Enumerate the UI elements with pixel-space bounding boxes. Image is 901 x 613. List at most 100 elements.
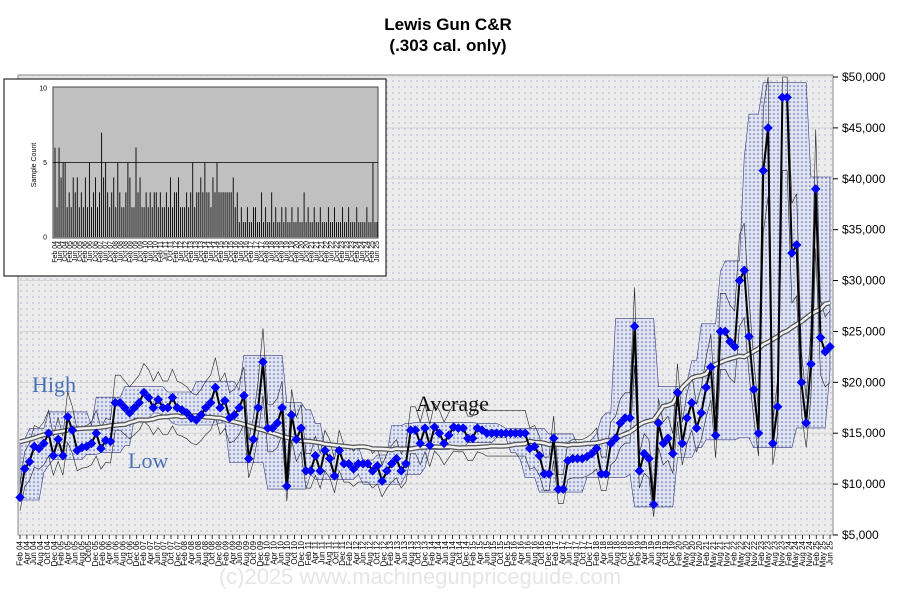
inset-x-tick-label: Jun 21 <box>314 241 321 262</box>
inset-x-tick-label: Oct 09 <box>138 241 145 262</box>
data-point <box>53 434 63 445</box>
x-tick-label: Jun 14 <box>441 540 450 565</box>
data-point <box>591 443 602 454</box>
annotation-average: Average <box>416 391 489 416</box>
x-tick-label: Oct 09 <box>249 540 258 564</box>
inset-x-tick-label: Jun 08 <box>117 241 124 262</box>
y-tick-label: $50,000 <box>842 70 886 84</box>
data-point <box>753 428 764 439</box>
data-point <box>625 413 635 423</box>
data-point <box>91 428 102 439</box>
inset-x-tick-label: Feb 09 <box>127 241 134 263</box>
x-tick-label: Aug 08 <box>201 540 210 566</box>
data-point <box>205 397 216 408</box>
inset-y-label: Sample Count <box>31 143 38 187</box>
y-tick-label: $45,000 <box>842 121 886 135</box>
data-point <box>806 359 816 369</box>
x-tick-label: Aug 22 <box>743 540 752 566</box>
inset-x-tick-label: Oct 05 <box>77 241 84 262</box>
data-point <box>520 428 530 439</box>
x-tick-label: Aug 21 <box>716 540 725 566</box>
x-tick-label: Apr 13 <box>393 540 402 564</box>
x-tick-label: Oct 17 <box>578 540 587 564</box>
data-point <box>348 463 359 474</box>
average-trend-line <box>19 300 831 453</box>
data-point <box>629 321 640 332</box>
data-point <box>167 392 178 403</box>
inset-x-tick-label: Feb 22 <box>324 241 331 263</box>
data-point <box>410 425 421 436</box>
inset-x-tick-label: Oct 13 <box>198 241 205 262</box>
x-tick-label: Oct 10 <box>290 540 299 564</box>
inset-x-tick-label: Jun 16 <box>238 241 245 262</box>
data-point <box>791 240 802 250</box>
x-tick-label: May 23 <box>764 540 773 567</box>
annotation-low: Low <box>128 448 168 473</box>
inset-x-tick-label: Oct 14 <box>213 241 220 262</box>
data-point <box>734 275 745 286</box>
inset-y-tick-label: 5 <box>43 160 47 167</box>
data-point <box>277 402 287 413</box>
data-point <box>86 438 97 449</box>
data-point <box>443 430 454 441</box>
inset-x-tick-label: Feb 24 <box>354 241 361 263</box>
x-tick-label: Nov 23 <box>777 540 786 566</box>
x-tick-label: Dec 05 <box>91 540 100 566</box>
annotation-high: High <box>32 372 76 397</box>
inset-x-tick-label: Feb 05 <box>67 241 74 263</box>
x-tick-label: Apr 14 <box>434 540 443 564</box>
inset-x-tick-label: Feb 04 <box>52 241 59 263</box>
data-point <box>467 433 478 444</box>
x-tick-label: Jun 08 <box>194 540 203 565</box>
inset-x-tick-label: Feb 20 <box>294 241 301 263</box>
inset-x-tick-label: Jun 12 <box>178 241 185 262</box>
x-tick-label: Jun 12 <box>359 540 368 565</box>
data-point <box>758 165 769 176</box>
data-point <box>253 402 264 413</box>
x-tick-label: Apr 09 <box>228 540 237 564</box>
x-tick-label: Oct 14 <box>455 540 464 564</box>
data-point <box>220 395 230 406</box>
x-tick-label: Jun 16 <box>523 540 532 565</box>
x-tick-label: Oct 18 <box>620 540 629 564</box>
data-point <box>720 326 731 337</box>
data-point <box>181 408 192 418</box>
data-point <box>429 422 440 432</box>
data-point <box>362 458 373 469</box>
x-tick-label: Aug 10 <box>283 540 292 566</box>
data-point <box>548 433 559 444</box>
x-tick-label: Nov 20 <box>695 540 704 566</box>
inset-x-tick-label: Feb 23 <box>339 241 346 263</box>
x-tick-label: Jun 05 <box>70 540 79 565</box>
data-point <box>19 463 30 474</box>
x-tick-label: Apr 07 <box>146 540 155 564</box>
inset-x-tick-label: Oct 07 <box>107 241 114 262</box>
data-point <box>801 418 812 428</box>
data-point <box>682 413 692 423</box>
x-tick-label: Apr 04 <box>22 540 31 564</box>
inset-x-tick-label: Feb 07 <box>97 241 104 263</box>
inset-x-tick-label: Oct 17 <box>258 241 265 262</box>
data-point <box>420 423 430 433</box>
data-point <box>534 450 545 461</box>
x-tick-label: Dec 13 <box>421 540 430 566</box>
data-point <box>229 410 240 420</box>
data-point <box>143 392 154 403</box>
y-tick-label: $10,000 <box>842 477 886 491</box>
inset-x-tick-label: Feb 16 <box>233 241 240 263</box>
data-point <box>686 397 697 408</box>
data-point <box>119 402 130 413</box>
data-point <box>677 438 688 449</box>
inset-x-tick-label: Oct 16 <box>243 241 250 262</box>
x-tick-label: Oct 11 <box>331 540 340 564</box>
inset-x-tick-label: Jun 22 <box>329 241 336 262</box>
data-point <box>796 377 807 388</box>
x-tick-label: Jun 06 <box>112 540 121 565</box>
x-tick-label: Feb 07 <box>139 540 148 565</box>
data-point <box>320 445 330 456</box>
data-point <box>382 466 392 476</box>
x-tick-label: Apr 19 <box>640 540 649 564</box>
inset-x-tick-label: Oct 08 <box>122 241 129 262</box>
x-tick-label: Oct 16 <box>537 540 546 564</box>
